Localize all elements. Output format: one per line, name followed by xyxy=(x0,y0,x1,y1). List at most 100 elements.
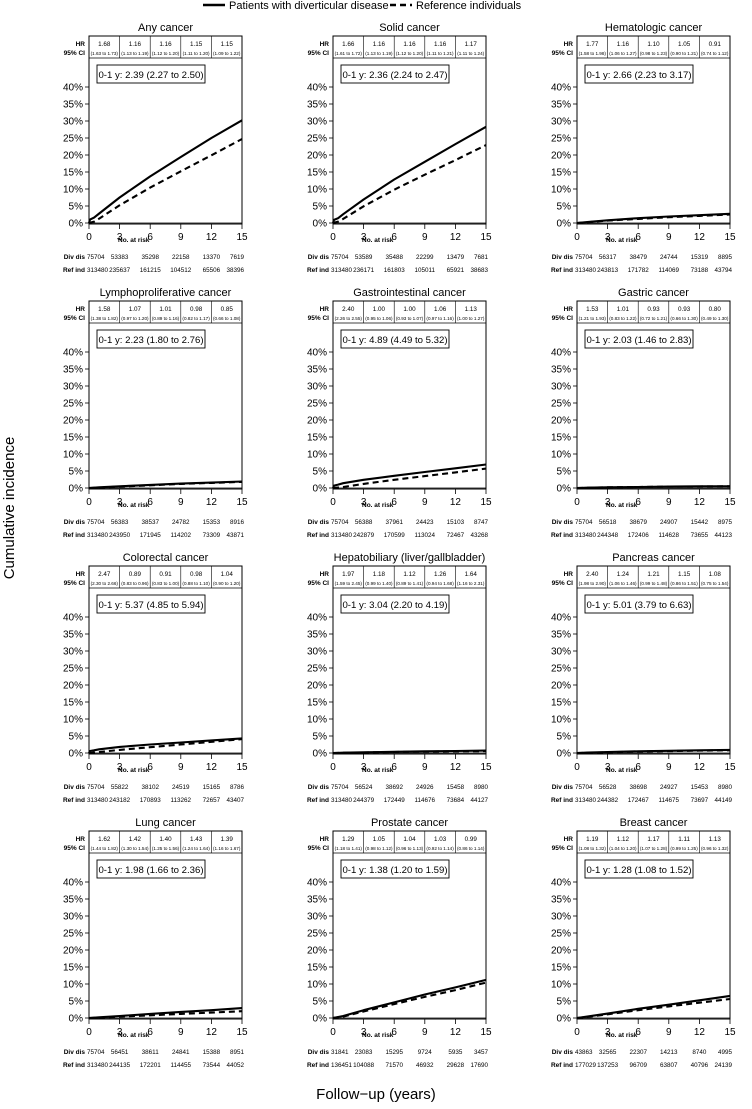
series-reference xyxy=(332,981,487,1020)
y-tick-label: 40% xyxy=(307,348,327,359)
ci-value: (2.30 to 2.66) xyxy=(91,581,119,586)
series-reference xyxy=(576,485,731,490)
ci-value: (0.98 to 1.12) xyxy=(365,846,393,851)
at-risk-ref-value: 65506 xyxy=(203,267,221,274)
y-tick-label: 5% xyxy=(557,732,572,743)
y-tick-label: 20% xyxy=(63,416,83,427)
at-risk-ref-value: 170599 xyxy=(384,532,406,539)
y-tick-label: 40% xyxy=(307,83,327,94)
y-tick-label: 0% xyxy=(313,219,328,230)
panel-title: Gastric cancer xyxy=(618,287,689,299)
annotation-box xyxy=(584,859,694,879)
x-tick-label: 15 xyxy=(724,232,736,243)
plot-frame xyxy=(576,35,731,225)
at-risk-title: No. at risk xyxy=(606,237,638,244)
plot-frame xyxy=(88,830,243,1020)
y-tick-label: 20% xyxy=(63,681,83,692)
at-risk-div-value: 5935 xyxy=(448,1049,463,1056)
at-risk-ref-value: 236171 xyxy=(353,267,375,274)
at-risk-div-value: 22158 xyxy=(172,254,190,261)
at-risk-ref-value: 44052 xyxy=(226,1062,244,1069)
panel-title: Pancreas cancer xyxy=(612,552,695,564)
y-tick-label: 40% xyxy=(63,348,83,359)
at-risk-ref-value: 177029 xyxy=(575,1062,597,1069)
at-risk-ref-label: Ref ind xyxy=(551,267,573,274)
y-tick-label: 15% xyxy=(307,433,327,444)
at-risk-title: No. at risk xyxy=(606,767,638,774)
at-risk-ref-value: 114628 xyxy=(659,532,680,539)
hr-value: 0.89 xyxy=(129,571,142,578)
ci-value: (1.38 to 1.82) xyxy=(91,316,119,321)
y-tick-label: 30% xyxy=(63,382,83,393)
annotation-text: 0-1 y: 4.89 (4.49 to 5.32) xyxy=(342,335,447,346)
ci-value: (0.83 to 1.00) xyxy=(152,581,180,586)
at-risk-div-value: 75704 xyxy=(575,254,593,261)
x-tick-label: 15 xyxy=(480,232,492,243)
at-risk-ref-value: 43268 xyxy=(470,532,488,539)
x-tick-label: 6 xyxy=(147,1027,153,1038)
panel-11: Prostate cancer HR 95% CI 1.29 (1.18 to 1.41… xyxy=(307,817,492,1069)
ci-value: (1.18 to 1.41) xyxy=(335,846,363,851)
hr-value: 1.01 xyxy=(617,306,630,313)
x-tick-label: 3 xyxy=(605,497,611,508)
at-risk-div-value: 8786 xyxy=(230,784,245,791)
x-tick-label: 9 xyxy=(666,1027,672,1038)
at-risk-ref-value: 73309 xyxy=(203,532,221,539)
hr-value: 1.53 xyxy=(586,306,599,313)
at-risk-div-value: 15319 xyxy=(691,254,709,261)
y-tick-label: 25% xyxy=(63,134,83,145)
ci-value: (0.88 to 1.10) xyxy=(182,581,210,586)
y-tick-label: 20% xyxy=(551,151,571,162)
series-reference xyxy=(88,138,243,225)
ci-label: 95% CI xyxy=(308,845,330,852)
ci-value: (1.09 to 1.22) xyxy=(213,51,241,56)
x-tick-label: 0 xyxy=(574,762,580,773)
at-risk-ref-value: 242879 xyxy=(353,532,375,539)
y-tick-label: 35% xyxy=(63,630,83,641)
ci-label: 95% CI xyxy=(64,50,86,57)
at-risk-div-value: 15295 xyxy=(385,1049,403,1056)
at-risk-ref-value: 161803 xyxy=(384,267,406,274)
annotation-text: 0-1 y: 1.28 (1.08 to 1.52) xyxy=(586,865,691,876)
panel-10: Lung cancer HR 95% CI 1.62 (1.44 to 1.82) 1.4… xyxy=(63,817,248,1069)
at-risk-title: No. at risk xyxy=(362,767,394,774)
series-reference xyxy=(332,750,487,755)
at-risk-ref-value: 244348 xyxy=(597,532,619,539)
annotation-box xyxy=(340,329,450,349)
hr-value: 1.00 xyxy=(403,306,416,313)
ci-label: 95% CI xyxy=(552,315,574,322)
at-risk-ref-value: 161215 xyxy=(140,267,162,274)
ci-value: (0.72 to 1.21) xyxy=(640,316,668,321)
at-risk-ref-label: Ref ind xyxy=(551,532,573,539)
at-risk-ref-value: 313480 xyxy=(331,532,353,539)
x-tick-label: 0 xyxy=(86,1027,92,1038)
y-tick-label: 0% xyxy=(69,484,84,495)
y-tick-label: 35% xyxy=(63,365,83,376)
x-tick-label: 6 xyxy=(391,497,397,508)
y-tick-label: 25% xyxy=(307,134,327,145)
x-tick-label: 0 xyxy=(330,1027,336,1038)
x-tick-label: 12 xyxy=(694,497,706,508)
ci-value: (0.93 to 1.07) xyxy=(396,316,424,321)
hr-value: 1.68 xyxy=(98,41,111,48)
hr-label: HR xyxy=(76,571,86,578)
ci-value: (0.92 to 1.14) xyxy=(426,846,454,851)
panel-9: Pancreas cancer HR 95% CI 2.40 (1.98 to 2.90… xyxy=(551,552,736,804)
y-tick-label: 25% xyxy=(551,929,571,940)
plot-frame xyxy=(332,830,487,1020)
x-tick-label: 9 xyxy=(422,1027,428,1038)
at-risk-div-value: 38537 xyxy=(141,519,159,526)
hr-value: 2.40 xyxy=(342,306,355,313)
x-tick-label: 15 xyxy=(480,762,492,773)
ci-value: (1.16 to 2.31) xyxy=(457,581,485,586)
at-risk-ref-value: 17690 xyxy=(470,1062,488,1069)
y-tick-label: 30% xyxy=(63,117,83,128)
at-risk-div-value: 56518 xyxy=(599,519,617,526)
at-risk-div-value: 8895 xyxy=(718,254,733,261)
y-tick-label: 0% xyxy=(557,219,572,230)
hr-label: HR xyxy=(320,571,330,578)
at-risk-ref-value: 72657 xyxy=(203,797,221,804)
at-risk-ref-value: 244135 xyxy=(109,1062,131,1069)
hr-value: 1.13 xyxy=(465,306,478,313)
hr-value: 1.10 xyxy=(647,41,660,48)
